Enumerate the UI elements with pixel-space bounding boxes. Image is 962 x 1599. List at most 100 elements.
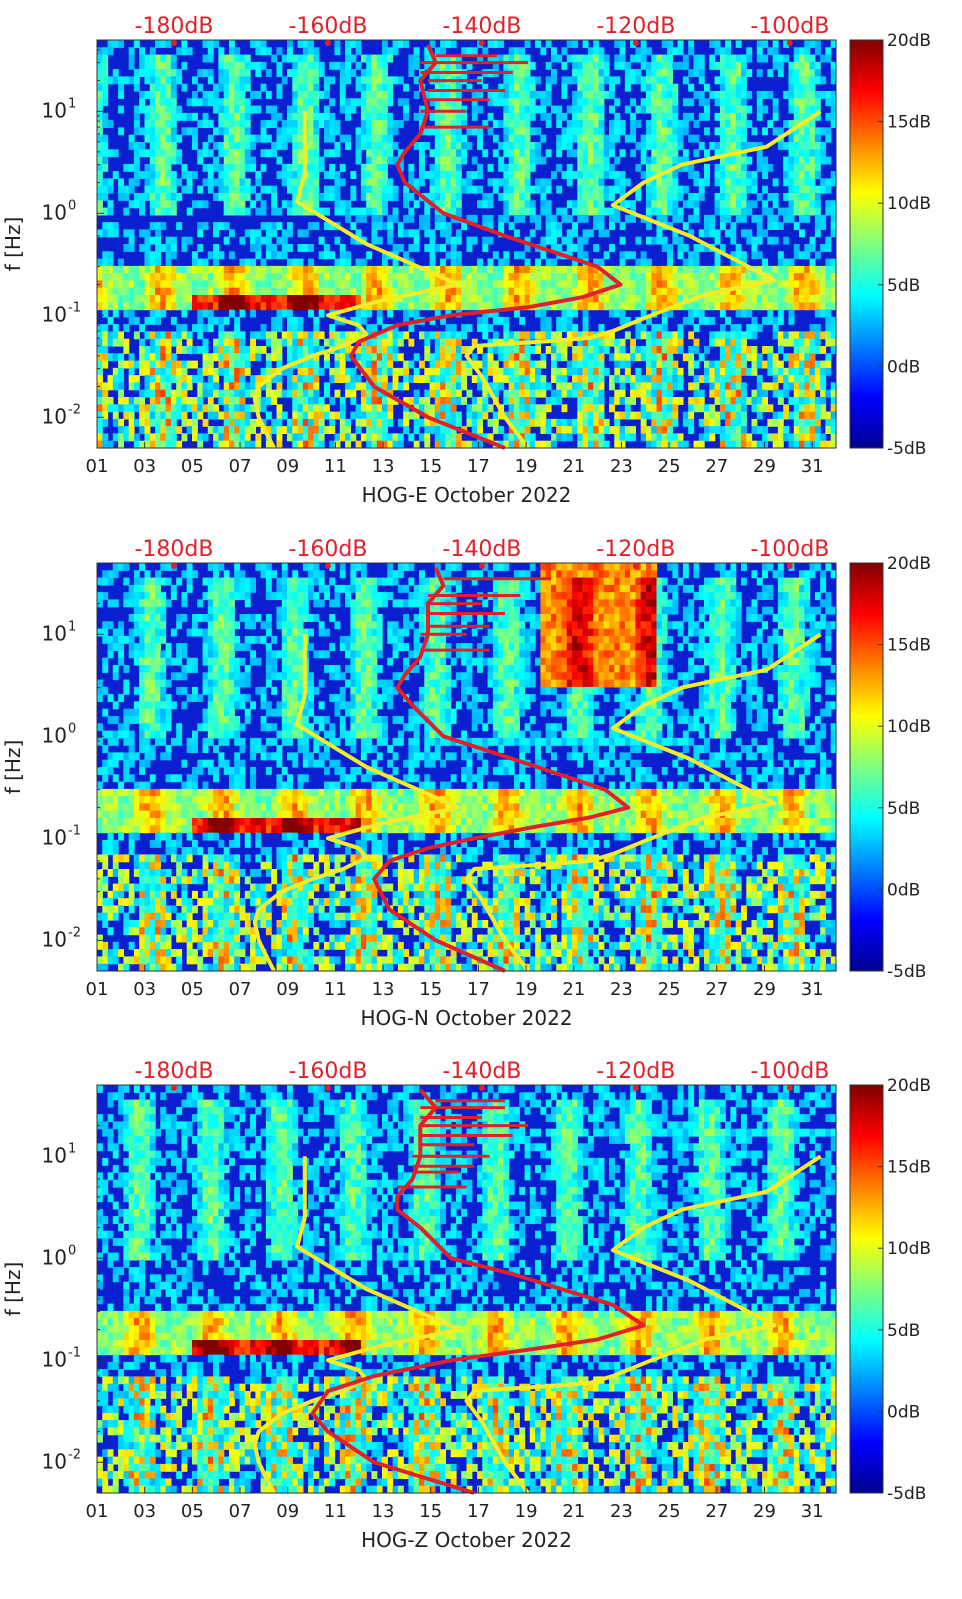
heatmap-cell: [355, 295, 362, 303]
heatmap-cell: [487, 54, 494, 63]
heatmap-cell: [498, 287, 505, 296]
heatmap-cell: [572, 40, 578, 48]
heatmap-cell: [371, 83, 378, 92]
heatmap-cell: [382, 185, 388, 194]
heatmap-cell: [503, 433, 510, 442]
heatmap-cell: [223, 163, 230, 172]
heatmap-cell: [229, 83, 235, 92]
heatmap-cell: [514, 265, 520, 274]
heatmap-cell: [667, 280, 673, 289]
heatmap-cell: [741, 382, 747, 391]
heatmap-cell: [271, 331, 278, 340]
heatmap-cell: [746, 309, 753, 318]
heatmap-cell: [725, 127, 731, 136]
heatmap-cell: [223, 91, 230, 99]
heatmap-cell: [619, 265, 626, 274]
heatmap-cell: [186, 418, 193, 427]
heatmap-cell: [297, 244, 304, 252]
heatmap-cell: [725, 404, 731, 413]
heatmap-cell: [102, 98, 109, 107]
heatmap-cell: [160, 91, 167, 99]
heatmap-cell: [250, 346, 256, 354]
heatmap-cell: [229, 309, 235, 318]
heatmap-cell: [524, 236, 531, 245]
heatmap-cell: [572, 61, 578, 70]
heatmap-cell: [746, 171, 753, 179]
heatmap-cell: [165, 287, 172, 296]
heatmap-cell: [609, 338, 615, 347]
heatmap-cell: [434, 91, 441, 99]
heatmap-cell: [714, 200, 721, 209]
heatmap-cell: [672, 149, 679, 158]
heatmap-cell: [730, 236, 737, 245]
heatmap-cell: [165, 120, 172, 128]
heatmap-cell: [218, 76, 225, 85]
heatmap-cell: [551, 273, 557, 281]
heatmap-cell: [424, 171, 431, 179]
heatmap-cell: [408, 360, 415, 369]
heatmap-cell: [656, 105, 663, 114]
heatmap-cell: [271, 193, 278, 201]
heatmap-cell: [186, 397, 193, 405]
heatmap-cell: [403, 193, 410, 201]
heatmap-cell: [741, 265, 747, 274]
heatmap-cell: [756, 411, 763, 420]
heatmap-cell: [445, 91, 452, 99]
heatmap-cell: [450, 360, 457, 369]
heatmap-cell: [250, 134, 256, 143]
heatmap-cell: [302, 76, 309, 85]
heatmap-cell: [445, 331, 452, 340]
heatmap-cell: [566, 302, 573, 311]
heatmap-cell: [582, 178, 589, 187]
heatmap-cell: [587, 171, 594, 179]
heatmap-cell: [387, 127, 394, 136]
heatmap-cell: [366, 134, 373, 143]
heatmap-cell: [112, 375, 119, 383]
heatmap-cell: [360, 360, 367, 369]
heatmap-cell: [619, 61, 626, 70]
heatmap-cell: [276, 309, 283, 318]
heatmap-cell: [244, 258, 251, 267]
heatmap-cell: [176, 411, 183, 420]
heatmap-cell: [102, 324, 109, 332]
heatmap-cell: [603, 265, 610, 274]
heatmap-cell: [614, 185, 621, 194]
heatmap-cell: [170, 185, 177, 194]
heatmap-cell: [450, 295, 457, 303]
heatmap-cell: [661, 178, 668, 187]
heatmap-cell: [324, 149, 330, 158]
heatmap-cell: [149, 236, 156, 245]
heatmap-cell: [614, 61, 621, 70]
heatmap-cell: [297, 105, 304, 114]
heatmap-cell: [229, 287, 235, 296]
heatmap-cell: [714, 389, 721, 398]
heatmap-cell: [735, 127, 742, 136]
heatmap-cell: [265, 331, 272, 340]
heatmap-cell: [287, 127, 293, 136]
heatmap-cell: [735, 295, 742, 303]
heatmap-cell: [339, 280, 346, 289]
heatmap-cell: [593, 433, 600, 442]
heatmap-cell: [334, 40, 341, 48]
heatmap-cell: [540, 360, 547, 369]
heatmap-cell: [508, 426, 515, 434]
heatmap-cell: [287, 54, 293, 63]
heatmap-cell: [107, 185, 114, 194]
heatmap-cell: [445, 309, 452, 318]
heatmap-cell: [582, 112, 589, 121]
heatmap-cell: [107, 338, 114, 347]
heatmap-cell: [324, 389, 330, 398]
heatmap-cell: [223, 367, 230, 376]
heatmap-cell: [730, 324, 737, 332]
heatmap-cell: [619, 382, 626, 391]
heatmap-cell: [735, 411, 742, 420]
heatmap-cell: [155, 251, 161, 260]
heatmap-cell: [714, 127, 721, 136]
heatmap-cell: [471, 440, 478, 449]
heatmap-cell: [424, 193, 431, 201]
heatmap-cell: [229, 367, 235, 376]
heatmap-cell: [160, 120, 167, 128]
heatmap-cell: [672, 433, 679, 442]
heatmap-cell: [229, 178, 235, 187]
heatmap-cell: [313, 302, 320, 311]
